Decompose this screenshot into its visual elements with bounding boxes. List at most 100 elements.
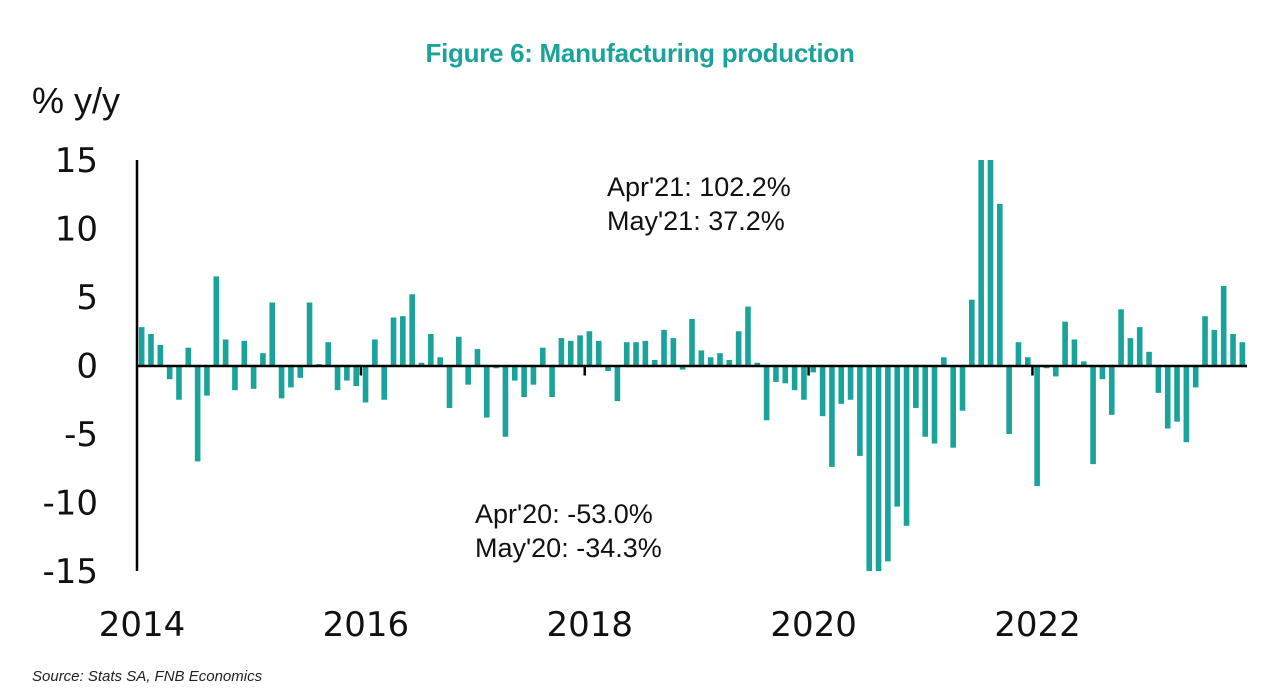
source-note: Source: Stats SA, FNB Economics: [32, 668, 263, 685]
bar: [997, 203, 1003, 366]
bar: [530, 365, 537, 385]
y-tick-label: 10: [55, 210, 98, 250]
x-tick-label: 2016: [323, 605, 410, 645]
bar: [567, 340, 574, 366]
bar: [857, 365, 863, 456]
bar: [474, 349, 481, 366]
bar: [456, 336, 462, 366]
bar: [176, 365, 182, 400]
bar: [1146, 351, 1152, 366]
bar: [549, 365, 555, 398]
bar: [437, 357, 443, 366]
bar: [829, 365, 835, 467]
bar: [1155, 365, 1162, 393]
bar: [595, 340, 602, 366]
bar: [288, 365, 294, 388]
bar: [334, 365, 341, 391]
bar: [446, 365, 453, 408]
bar: [642, 340, 649, 366]
bar: [791, 365, 798, 391]
bar: [633, 342, 639, 366]
bar: [511, 365, 518, 381]
bar: [1118, 309, 1124, 366]
bar: [1034, 365, 1040, 487]
bar: [185, 347, 192, 366]
peak-annotation: Apr'21: 102.2% May'21: 37.2%: [607, 170, 791, 238]
bar: [661, 329, 667, 366]
bar: [586, 331, 593, 366]
bar: [558, 338, 565, 366]
bar: [409, 294, 415, 366]
bar: [707, 357, 714, 366]
bar: [1174, 365, 1180, 422]
bar: [726, 360, 733, 366]
bar: [194, 365, 201, 462]
bar: [241, 340, 248, 366]
bar: [306, 302, 313, 366]
bar: [1090, 365, 1096, 465]
bar: [539, 347, 546, 366]
bar: [782, 365, 789, 384]
bar: [521, 365, 527, 398]
y-axis-label: % y/y: [32, 80, 121, 121]
bar: [372, 339, 378, 366]
bar: [717, 353, 723, 366]
bar: [1211, 329, 1218, 366]
x-tick-label: 2014: [99, 605, 186, 645]
bar: [297, 365, 304, 378]
bar: [232, 365, 238, 391]
x-tick-label: 2022: [994, 605, 1081, 645]
trough-annotation: Apr'20: -53.0% May'20: -34.3%: [475, 497, 662, 565]
bar: [362, 365, 369, 403]
bar: [1230, 333, 1236, 366]
bar: [483, 365, 490, 418]
bar: [250, 365, 257, 389]
bar: [1071, 339, 1078, 366]
bar: [204, 365, 210, 396]
bar: [1080, 361, 1087, 366]
bar: [614, 365, 621, 402]
trough-annotation-apr20: Apr'20: -53.0%: [475, 499, 653, 529]
bar: [465, 365, 471, 385]
bar: [1062, 321, 1068, 366]
bar: [754, 362, 761, 366]
x-tick-label: 2020: [770, 605, 857, 645]
bar: [735, 331, 742, 366]
bar: [651, 360, 658, 366]
y-tick-label: 5: [76, 278, 98, 318]
bar: [959, 365, 966, 411]
trough-annotation-may20: May'20: -34.3%: [475, 533, 662, 563]
bar: [987, 160, 994, 366]
peak-annotation-apr21: Apr'21: 102.2%: [607, 172, 791, 202]
bars: [138, 160, 1246, 571]
bar: [773, 365, 779, 382]
bar: [922, 365, 928, 437]
bar: [698, 350, 705, 366]
bar: [1239, 342, 1246, 366]
bar: [148, 333, 154, 366]
bar: [390, 317, 397, 366]
bar: [1052, 365, 1059, 377]
bar: [605, 365, 611, 371]
bar: [623, 342, 630, 366]
y-tick-label: 0: [76, 347, 98, 387]
bar: [931, 365, 938, 444]
bar: [1136, 327, 1143, 366]
bar: [1202, 316, 1208, 366]
bar: [763, 365, 770, 421]
bar: [950, 365, 956, 448]
bar: [838, 365, 845, 404]
chart-title: Figure 6: Manufacturing production: [425, 38, 855, 68]
bar: [1015, 342, 1022, 366]
bar: [353, 365, 359, 387]
bar: [278, 365, 285, 399]
bar: [1108, 365, 1115, 415]
bar: [344, 365, 350, 381]
bar: [679, 365, 686, 370]
y-tick-label: -5: [64, 415, 98, 455]
x-tick-labels: 2014 2016 2018 2020 2022: [99, 605, 1081, 645]
bar: [577, 335, 583, 366]
bar: [157, 344, 164, 366]
bar: [138, 327, 145, 366]
bar: [1220, 286, 1227, 366]
